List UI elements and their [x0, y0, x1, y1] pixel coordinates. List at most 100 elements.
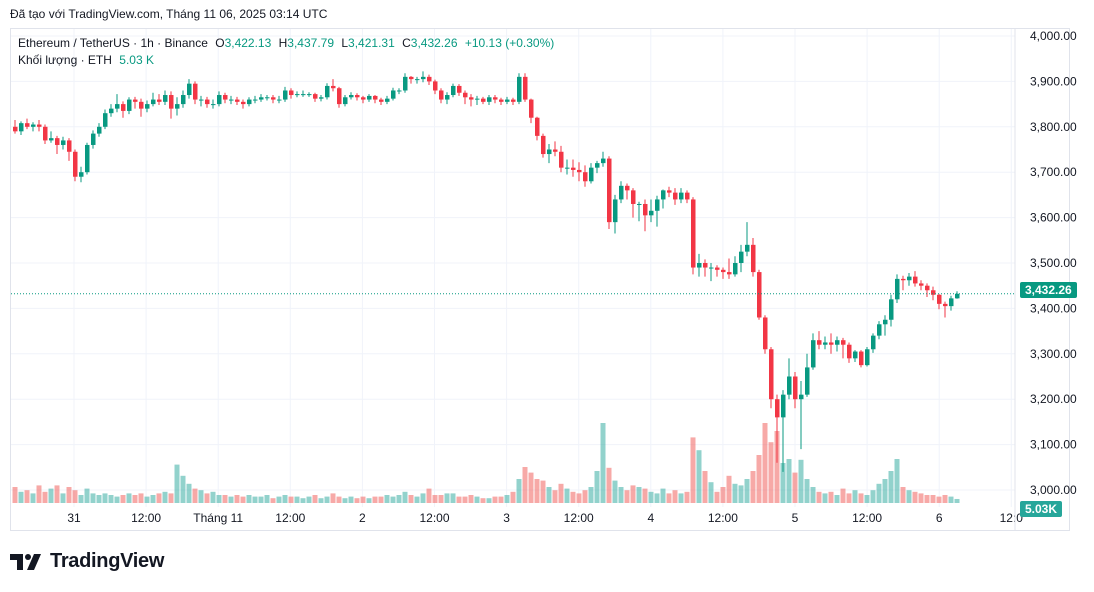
candle-body: [757, 272, 762, 318]
candle-body: [775, 399, 780, 418]
volume-bar: [768, 442, 774, 503]
legend-price-row: Ethereum / TetherUS · 1h · Binance O3,42…: [18, 35, 554, 52]
candle-body: [325, 85, 330, 98]
candle-body: [265, 97, 270, 99]
volume-bar: [348, 496, 354, 503]
volume-bar: [708, 482, 714, 503]
price-tick-label: 3,300.00: [1030, 347, 1077, 361]
volume-bar: [288, 496, 294, 503]
volume-bar: [234, 495, 240, 503]
candle-body: [361, 97, 366, 100]
volume-bar: [84, 488, 90, 503]
time-tick-label: 6: [936, 511, 943, 525]
candle-body: [589, 167, 594, 182]
candle-body: [49, 138, 54, 141]
volume-bar: [60, 493, 66, 503]
volume-bar: [306, 496, 312, 503]
candle-body: [865, 349, 870, 366]
candle-body: [235, 99, 240, 102]
volume-bar: [588, 487, 594, 503]
candle-body: [391, 90, 396, 99]
volume-bar: [486, 498, 492, 503]
candle-body: [655, 199, 660, 211]
candle-body: [895, 278, 900, 300]
volume-bar: [618, 487, 624, 503]
volume-bar: [474, 496, 480, 503]
candle-body: [211, 104, 216, 106]
volume-bar: [738, 485, 744, 503]
candle-body: [55, 138, 60, 145]
candle-body: [943, 303, 948, 307]
candle-body: [529, 99, 534, 118]
candle-body: [295, 94, 300, 96]
last-volume-badge: 5.03K: [1020, 501, 1063, 517]
price-tick-label: 3,700.00: [1030, 165, 1077, 179]
volume-bar: [270, 498, 276, 503]
time-tick-label: 5: [792, 511, 799, 525]
tradingview-logo[interactable]: TradingView: [10, 550, 164, 573]
candle-body: [625, 185, 630, 191]
candle-body: [115, 104, 120, 109]
volume-bar: [378, 496, 384, 503]
volume-bar: [732, 483, 738, 503]
candle-body: [853, 351, 858, 359]
volume-bar: [252, 496, 258, 503]
candle-body: [673, 192, 678, 200]
open-value: 3,422.13: [224, 36, 272, 50]
volume-bar: [654, 493, 660, 503]
candle-body: [445, 95, 450, 100]
volume-bar: [360, 496, 366, 503]
volume-bar: [240, 496, 246, 503]
candle-body: [223, 95, 228, 100]
candle-body: [421, 76, 426, 80]
volume-bar: [186, 483, 192, 503]
candle-body: [661, 190, 666, 200]
candle-body: [259, 97, 264, 100]
candle-body: [493, 97, 498, 100]
volume-bar: [924, 495, 930, 503]
candle-body: [289, 90, 294, 96]
candle-body: [553, 149, 558, 152]
chart-pane[interactable]: [10, 28, 1070, 531]
volume-bar: [756, 455, 762, 503]
low-value: 3,421.31: [348, 36, 395, 50]
candle-body: [25, 123, 30, 127]
candle-body: [619, 185, 624, 200]
candle-body: [937, 294, 942, 304]
candle-body: [883, 319, 888, 325]
volume-bar: [168, 493, 174, 503]
symbol-title[interactable]: Ethereum / TetherUS · 1h · Binance: [18, 36, 208, 50]
candle-body: [871, 335, 876, 350]
volume-bar: [678, 493, 684, 503]
candle-body: [139, 101, 144, 109]
price-tick-label: 4,000.00: [1030, 29, 1077, 43]
volume-bar: [720, 487, 726, 503]
volume-bar: [396, 495, 402, 503]
volume-title[interactable]: Khối lượng · ETH: [18, 53, 112, 67]
candle-body: [523, 76, 528, 100]
volume-bar: [804, 479, 810, 503]
time-tick-label: 12:00: [564, 511, 594, 525]
time-tick-label: Tháng 11: [193, 511, 243, 525]
candlestick-chart[interactable]: 4,000.00 3,900.00 3,800.00 3,700.00 3,600.00…: [0, 0, 1094, 540]
volume-bar: [210, 491, 216, 503]
volume-bar: [456, 496, 462, 503]
price-tick-label: 3,500.00: [1030, 256, 1077, 270]
volume-bar: [264, 495, 270, 503]
candle-body: [793, 376, 798, 400]
candle-body: [163, 95, 168, 102]
volume-bar: [408, 495, 414, 503]
candle-body: [43, 126, 48, 141]
candle-body: [247, 99, 252, 105]
time-tick-label: 2: [359, 511, 366, 525]
candle-body: [439, 90, 444, 100]
high-label: H: [278, 36, 288, 50]
volume-bar: [852, 490, 858, 503]
candle-body: [403, 76, 408, 91]
candle-body: [61, 140, 66, 145]
volume-bar: [822, 493, 828, 503]
volume-bar: [96, 495, 102, 503]
candle-body: [409, 76, 414, 80]
volume-bar: [90, 493, 96, 503]
volume-bar: [156, 493, 162, 503]
